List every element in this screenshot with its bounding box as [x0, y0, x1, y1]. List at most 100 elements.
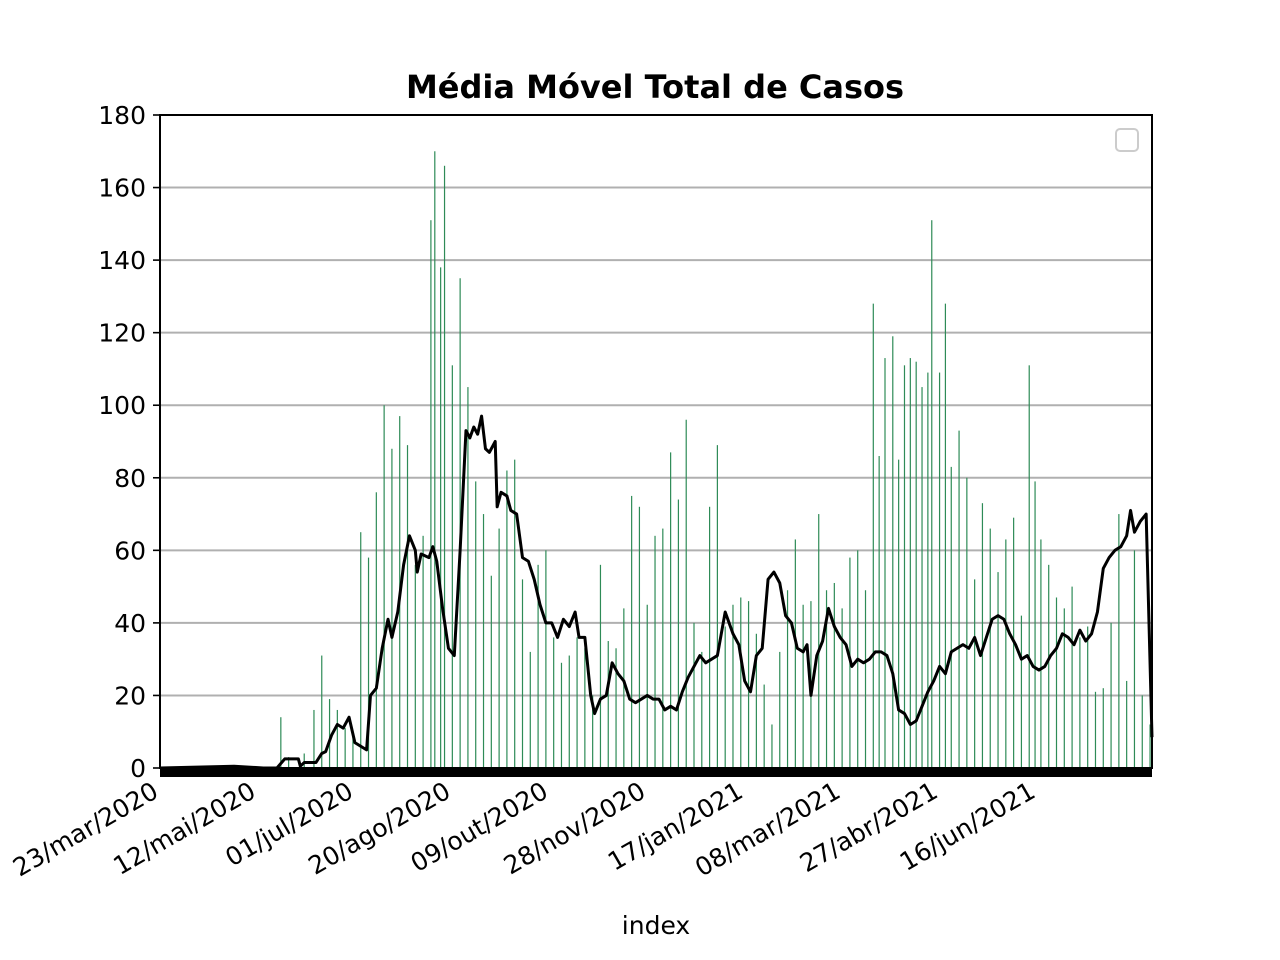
data-bar [576, 637, 578, 768]
data-bar [747, 601, 750, 768]
data-bar [638, 506, 641, 768]
data-bar [771, 724, 773, 768]
axes: 02040608010012014016018023/mar/202012/ma… [8, 101, 1153, 882]
data-bar [467, 387, 469, 768]
data-bar [490, 575, 492, 768]
data-bar [313, 709, 315, 768]
data-bar [732, 604, 734, 768]
data-bar [794, 539, 796, 768]
data-bar [864, 590, 867, 768]
data-bar [1020, 615, 1023, 768]
y-tick-label: 40 [114, 609, 146, 638]
data-bar [568, 655, 570, 768]
data-bar [336, 709, 338, 768]
data-bar [966, 477, 968, 768]
data-bar [352, 735, 354, 768]
data-bar [981, 503, 984, 768]
data-bar [989, 528, 991, 768]
data-bar [802, 604, 804, 768]
data-bar [938, 372, 941, 768]
data-bar [414, 564, 416, 768]
y-tick-label: 0 [130, 754, 146, 783]
data-bar [1141, 695, 1143, 768]
data-bar [375, 492, 377, 768]
data-bar [709, 506, 711, 768]
data-bar [1133, 550, 1136, 768]
data-bar [383, 405, 385, 768]
data-bar [786, 590, 789, 768]
data-bar [1071, 586, 1073, 768]
data-bar [898, 459, 900, 768]
data-bar [615, 648, 617, 768]
data-bar [537, 564, 539, 768]
data-bar [321, 655, 323, 768]
moving-average-series [159, 414, 1154, 770]
y-tick-label: 180 [98, 101, 146, 130]
y-tick-label: 100 [98, 391, 146, 420]
data-bar [892, 336, 894, 768]
y-tick-label: 120 [98, 319, 146, 348]
data-bar [1110, 622, 1112, 768]
data-bar [818, 514, 820, 768]
data-bar [475, 481, 477, 768]
data-bar [391, 448, 393, 768]
y-tick-label: 140 [98, 246, 146, 275]
data-bar [328, 699, 331, 768]
plot-frame [159, 114, 1153, 769]
data-bar [482, 514, 485, 768]
data-bar [1149, 724, 1151, 768]
legend-box [1115, 128, 1139, 152]
data-bar [716, 445, 718, 768]
data-bar [1063, 608, 1065, 768]
data-bar [422, 535, 424, 768]
data-bar [779, 651, 781, 768]
data-bar [440, 267, 442, 768]
data-bar [623, 608, 625, 768]
data-bar [498, 528, 500, 768]
data-bar [833, 582, 835, 768]
y-tick-label: 160 [98, 174, 146, 203]
data-bar [514, 459, 516, 768]
data-bar [1118, 514, 1120, 768]
data-bar [677, 499, 680, 768]
data-bar [521, 579, 524, 768]
data-bar [685, 419, 687, 768]
data-bar [280, 717, 282, 768]
data-bar [560, 662, 563, 768]
data-bar [443, 165, 446, 769]
data-bar [662, 528, 664, 768]
bar-series [280, 151, 1151, 769]
data-bar [1079, 637, 1081, 768]
data-bar [1102, 688, 1104, 768]
data-bar [1005, 539, 1007, 768]
data-bar [921, 387, 923, 768]
data-bar [763, 684, 765, 768]
data-bar [1055, 597, 1058, 768]
data-bar [592, 695, 594, 768]
data-bar [701, 651, 703, 768]
data-bar [584, 648, 586, 768]
y-tick-label: 20 [114, 681, 146, 710]
data-bar [974, 579, 976, 768]
data-bar [884, 358, 886, 768]
data-bar [841, 608, 843, 768]
chart-title: Média Móvel Total de Casos [406, 68, 904, 106]
data-bar [553, 637, 555, 768]
data-bar [931, 220, 933, 768]
data-bar [1034, 481, 1036, 768]
data-bar [545, 550, 547, 768]
data-bar [903, 365, 906, 768]
data-bar [430, 220, 432, 768]
data-bar [927, 372, 929, 768]
data-bar [1048, 564, 1050, 768]
data-bar [915, 361, 917, 768]
x-minor-ticks [160, 768, 1152, 777]
data-bar [958, 430, 960, 768]
data-bar [1094, 691, 1097, 768]
data-bar [944, 303, 947, 768]
data-bar [367, 557, 370, 768]
data-bar [599, 564, 602, 768]
data-bar [872, 303, 874, 768]
y-tick-label: 60 [114, 536, 146, 565]
